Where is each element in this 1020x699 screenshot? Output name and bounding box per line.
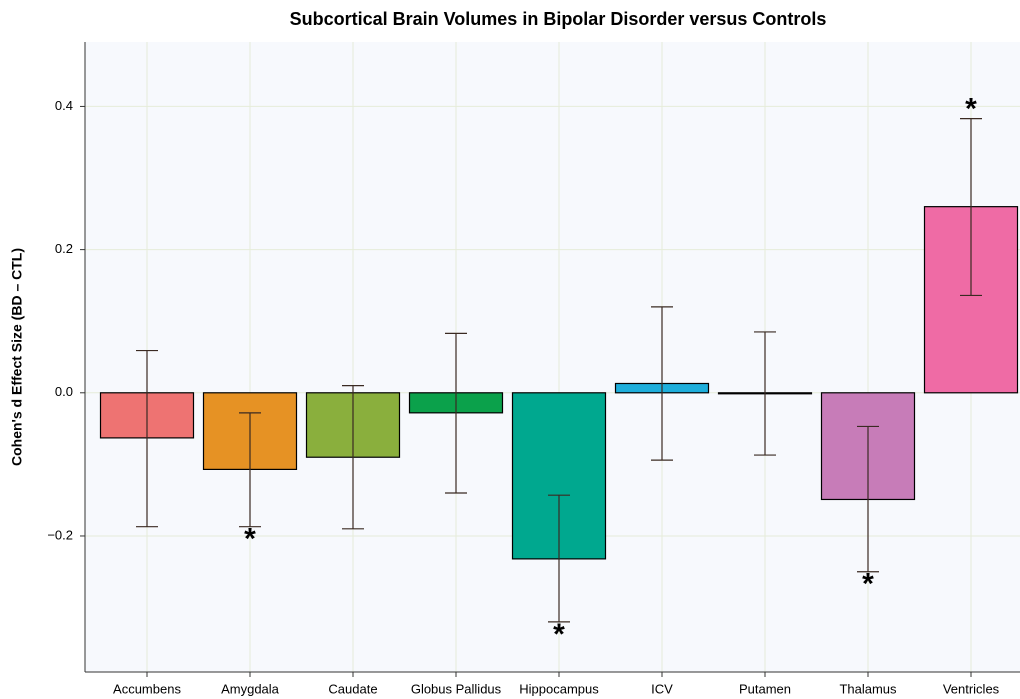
x-tick-label: Ventricles bbox=[943, 681, 1000, 696]
x-tick-label: Thalamus bbox=[839, 681, 897, 696]
y-tick-label: −0.2 bbox=[47, 527, 73, 542]
x-tick-label: Globus Pallidus bbox=[411, 681, 502, 696]
significance-marker: * bbox=[862, 568, 874, 601]
significance-marker: * bbox=[244, 523, 256, 556]
x-tick-label: Amygdala bbox=[221, 681, 280, 696]
significance-marker: * bbox=[965, 93, 977, 126]
x-tick-label: Putamen bbox=[739, 681, 791, 696]
plot-background bbox=[85, 42, 1020, 672]
x-tick-label: Caudate bbox=[328, 681, 377, 696]
y-axis-label: Cohen's d Effect Size (BD – CTL) bbox=[9, 248, 25, 466]
y-tick-label: 0.2 bbox=[55, 241, 73, 256]
chart-title: Subcortical Brain Volumes in Bipolar Dis… bbox=[290, 9, 827, 29]
significance-marker: * bbox=[553, 618, 565, 651]
x-tick-label: ICV bbox=[651, 681, 673, 696]
y-tick-label: 0.4 bbox=[55, 98, 73, 113]
y-tick-label: 0.0 bbox=[55, 384, 73, 399]
x-tick-label: Accumbens bbox=[113, 681, 181, 696]
x-tick-label: Hippocampus bbox=[519, 681, 599, 696]
